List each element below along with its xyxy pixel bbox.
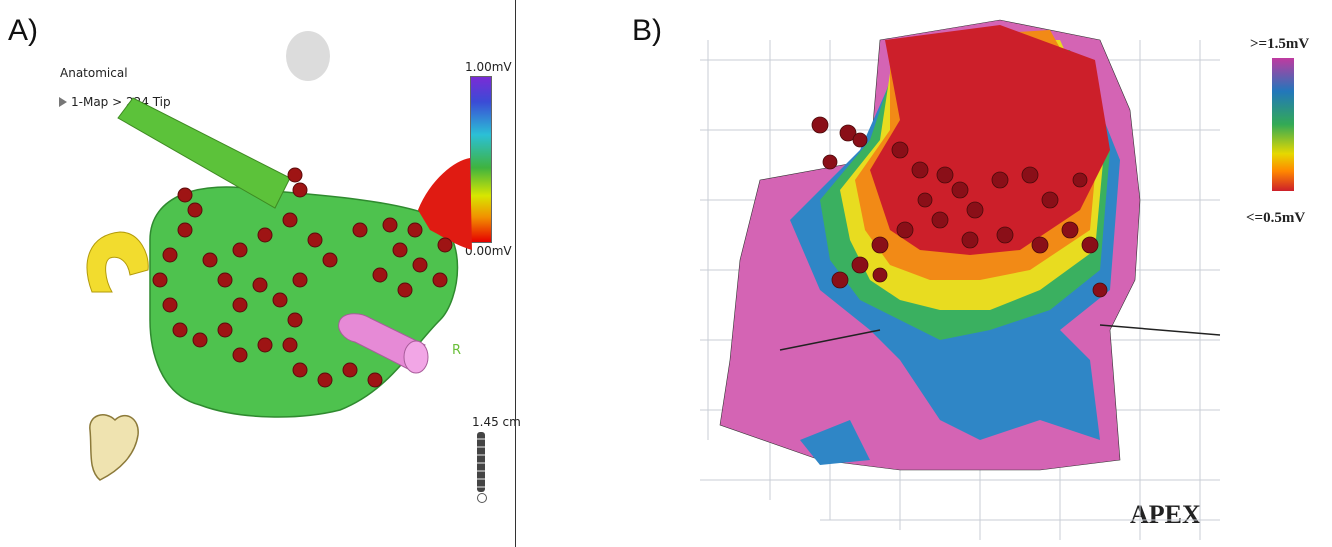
voltage-colorbar-b xyxy=(1272,58,1294,191)
mode-label: Anatomical xyxy=(60,66,128,80)
scale-length-label: 1.45 cm xyxy=(472,415,521,429)
scale-min-label-b: <=0.5mV xyxy=(1246,210,1306,226)
pink-catheter-tip xyxy=(403,340,429,374)
orientation-label: R xyxy=(452,343,462,358)
scale-max-label-b: >=1.5mV xyxy=(1250,36,1310,52)
scale-max-label: 1.00mV xyxy=(465,60,512,74)
orientation-heart-icon xyxy=(89,414,139,481)
panel-a-label: A) xyxy=(8,14,38,47)
voltage-colorbar xyxy=(470,76,492,243)
map-blue-lower xyxy=(800,420,870,465)
axis-line-z xyxy=(779,329,881,351)
panel-b-label: B) xyxy=(632,14,662,47)
panel-divider xyxy=(515,0,516,547)
play-triangle-icon[interactable] xyxy=(59,97,67,107)
scale-ruler xyxy=(477,432,485,492)
grey-disc xyxy=(286,31,330,81)
red-vessel xyxy=(418,158,472,250)
scale-min-label: 0.00mV xyxy=(465,244,512,258)
view-label: APEX xyxy=(1130,500,1201,529)
scale-ruler-end xyxy=(477,493,487,503)
ablation-points xyxy=(152,167,453,388)
yellow-catheter xyxy=(86,231,149,293)
axis-line-x xyxy=(1099,324,1221,336)
lesion-markers xyxy=(811,116,1108,298)
